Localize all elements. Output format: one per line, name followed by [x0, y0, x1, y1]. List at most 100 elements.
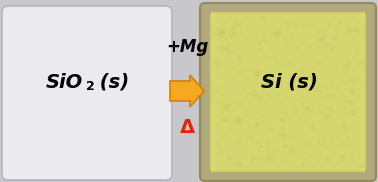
- Point: [283, 144, 289, 147]
- Point: [288, 34, 294, 37]
- Point: [259, 48, 265, 51]
- Point: [253, 89, 259, 92]
- Point: [266, 88, 272, 91]
- Point: [308, 112, 314, 115]
- Point: [248, 24, 254, 27]
- Point: [342, 97, 348, 100]
- Point: [247, 129, 253, 132]
- FancyBboxPatch shape: [210, 12, 366, 172]
- Point: [349, 78, 355, 81]
- Point: [336, 21, 342, 24]
- Point: [234, 162, 240, 165]
- Text: Δ: Δ: [180, 118, 195, 137]
- Point: [325, 96, 331, 98]
- Point: [223, 104, 229, 107]
- Point: [310, 78, 316, 81]
- Point: [259, 142, 265, 145]
- Point: [322, 108, 328, 111]
- Point: [335, 60, 341, 63]
- FancyArrow shape: [170, 75, 204, 107]
- Point: [228, 98, 234, 101]
- Point: [335, 110, 341, 113]
- Point: [334, 88, 340, 90]
- Point: [329, 138, 335, 141]
- Point: [221, 106, 227, 109]
- Point: [288, 148, 294, 151]
- Point: [260, 150, 266, 153]
- Point: [352, 35, 358, 38]
- Point: [236, 71, 242, 74]
- Point: [349, 124, 355, 127]
- Point: [234, 121, 240, 124]
- Point: [342, 53, 349, 56]
- Point: [236, 47, 242, 50]
- Point: [280, 117, 287, 120]
- Point: [216, 145, 222, 147]
- Point: [332, 108, 338, 111]
- Point: [297, 103, 303, 106]
- Point: [319, 80, 325, 83]
- Point: [280, 63, 286, 66]
- Point: [316, 85, 322, 88]
- Point: [235, 139, 242, 142]
- Point: [294, 46, 300, 49]
- Point: [280, 36, 287, 39]
- Point: [299, 71, 305, 74]
- Point: [307, 155, 313, 157]
- Point: [282, 18, 288, 21]
- Point: [253, 57, 259, 60]
- Point: [253, 73, 259, 76]
- Point: [262, 38, 268, 41]
- Point: [253, 95, 259, 98]
- Point: [260, 34, 266, 37]
- Point: [291, 107, 297, 110]
- Point: [220, 89, 226, 92]
- Point: [246, 136, 253, 139]
- Point: [253, 121, 259, 124]
- Point: [291, 73, 297, 76]
- Point: [255, 143, 261, 146]
- Point: [260, 137, 266, 140]
- Point: [316, 160, 322, 163]
- Point: [214, 142, 220, 145]
- Point: [344, 28, 350, 31]
- Point: [223, 22, 229, 25]
- Point: [317, 109, 323, 112]
- Point: [291, 148, 297, 151]
- Point: [242, 87, 248, 90]
- Point: [260, 18, 266, 21]
- Point: [273, 150, 279, 153]
- Point: [332, 29, 338, 32]
- Point: [278, 118, 284, 121]
- Point: [342, 104, 348, 107]
- Point: [218, 81, 224, 84]
- Point: [310, 76, 316, 79]
- Point: [232, 130, 238, 133]
- Point: [222, 131, 228, 134]
- Point: [335, 151, 341, 154]
- Point: [328, 57, 334, 60]
- Point: [352, 103, 358, 106]
- Point: [265, 104, 271, 107]
- Point: [288, 88, 294, 90]
- Point: [252, 131, 258, 134]
- Point: [283, 153, 289, 156]
- Point: [274, 94, 280, 97]
- Point: [217, 91, 223, 94]
- Point: [311, 117, 318, 120]
- Point: [232, 22, 238, 25]
- Point: [241, 97, 247, 100]
- Point: [304, 142, 310, 145]
- Point: [256, 41, 262, 44]
- Point: [308, 109, 314, 112]
- Point: [262, 161, 268, 164]
- Point: [353, 97, 359, 100]
- Point: [277, 41, 283, 44]
- Point: [306, 127, 312, 130]
- Point: [321, 47, 327, 50]
- Point: [219, 105, 225, 108]
- Point: [254, 154, 260, 157]
- Point: [219, 30, 225, 33]
- Point: [213, 61, 219, 64]
- Point: [236, 103, 242, 106]
